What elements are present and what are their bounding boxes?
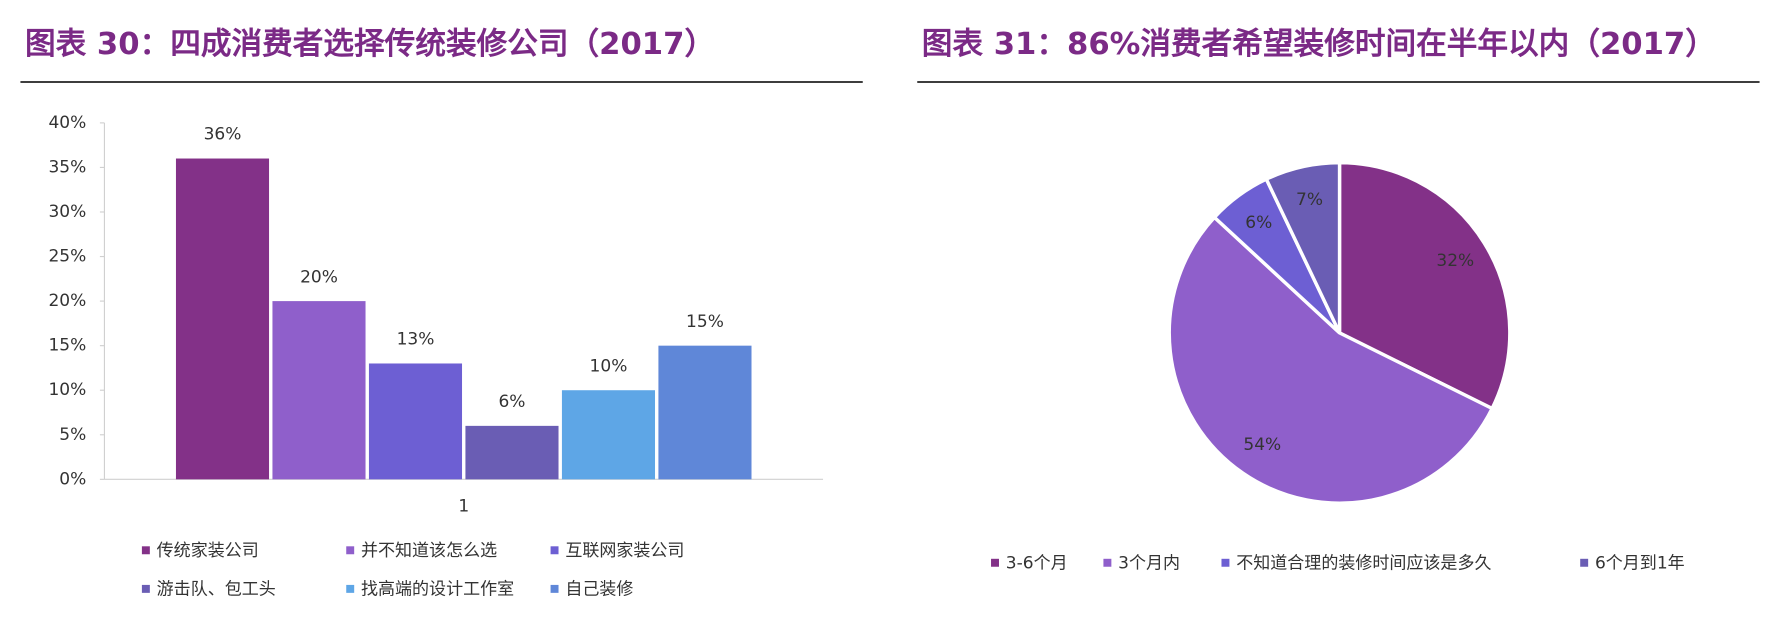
bar (272, 301, 366, 480)
legend-label: 不知道合理的装修时间应该是多久 (1236, 553, 1491, 573)
y-tick-label: 5% (59, 425, 86, 445)
legend-label: 传统家装公司 (157, 541, 259, 561)
bar (368, 363, 463, 480)
value-label: 36% (204, 125, 242, 145)
pie-slice (1264, 160, 1342, 334)
legend-swatch (1103, 558, 1112, 567)
legend-swatch (1580, 558, 1589, 567)
legend-swatch (991, 558, 999, 567)
y-tick-label: 20% (48, 291, 86, 311)
pie-slice (1167, 214, 1495, 505)
chart-title: 图表 30：四成消费者选择传统装修公司（2017） (25, 27, 715, 62)
value-label: 6% (498, 392, 525, 412)
legend-label: 互联网家装公司 (565, 541, 684, 561)
pie-slice (1337, 160, 1512, 411)
legend-label: 6个月到1年 (1595, 553, 1685, 573)
value-label: 13% (397, 330, 435, 350)
value-label: 20% (300, 267, 338, 287)
value-label: 7% (1296, 190, 1323, 210)
value-label: 10% (590, 356, 628, 376)
x-tick-label: 1 (458, 497, 469, 517)
legend-swatch (141, 584, 150, 593)
bar (465, 425, 559, 480)
legend-swatch (141, 546, 150, 555)
y-tick-label: 10% (48, 380, 86, 400)
legend-label: 游击队、包工头 (157, 579, 276, 599)
y-tick-label: 0% (59, 469, 86, 489)
y-tick-label: 15% (48, 336, 86, 356)
bar (658, 345, 752, 480)
chart-title: 图表 31：86%消费者希望装修时间在半年以内（2017） (922, 27, 1716, 62)
legend-label: 3个月内 (1118, 553, 1180, 573)
bar (175, 158, 270, 480)
legend-swatch (550, 546, 559, 555)
legend-label: 找高端的设计工作室 (361, 579, 514, 599)
legend-label: 自己装修 (565, 579, 633, 599)
legend-label: 3-6个月 (1006, 553, 1068, 573)
y-tick-label: 30% (48, 202, 86, 222)
value-label: 32% (1436, 251, 1474, 271)
bar (561, 390, 656, 480)
value-label: 6% (1245, 213, 1272, 233)
legend-swatch (1221, 558, 1230, 567)
y-tick-label: 35% (48, 157, 86, 177)
legend-swatch (346, 584, 355, 593)
y-tick-label: 25% (48, 247, 86, 267)
value-label: 54% (1243, 435, 1281, 455)
legend-swatch (346, 546, 355, 555)
legend-label: 并不知道该怎么选 (361, 541, 497, 561)
y-tick-label: 40% (48, 113, 86, 133)
value-label: 15% (686, 312, 724, 332)
legend-swatch (550, 584, 559, 593)
